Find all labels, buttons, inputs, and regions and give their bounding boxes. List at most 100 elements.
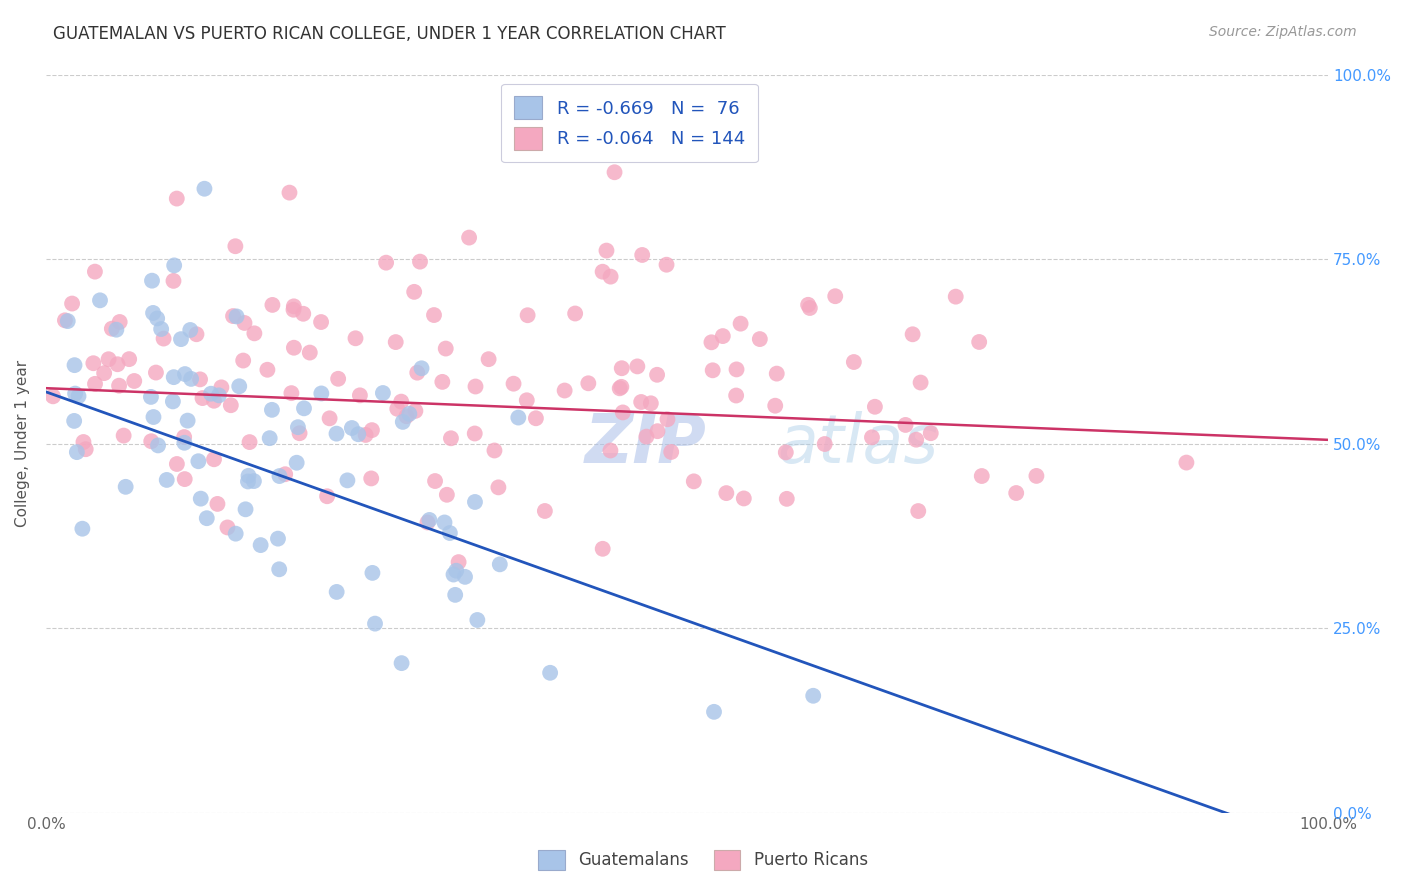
Point xyxy=(488,558,510,572)
Text: atlas: atlas xyxy=(776,410,938,476)
Point xyxy=(716,486,738,500)
Point xyxy=(612,405,634,419)
Point xyxy=(72,522,94,536)
Point xyxy=(360,471,382,485)
Point xyxy=(292,307,315,321)
Point xyxy=(63,358,86,372)
Point xyxy=(191,391,214,405)
Point xyxy=(409,254,432,268)
Point xyxy=(444,564,467,578)
Point xyxy=(824,289,846,303)
Point xyxy=(486,480,509,494)
Point xyxy=(647,424,669,438)
Point xyxy=(298,345,321,359)
Point xyxy=(554,384,576,398)
Point xyxy=(1175,456,1198,470)
Point xyxy=(423,308,446,322)
Point xyxy=(166,192,188,206)
Point xyxy=(464,379,486,393)
Point xyxy=(114,480,136,494)
Point xyxy=(592,541,614,556)
Point xyxy=(139,390,162,404)
Point xyxy=(193,182,215,196)
Point xyxy=(576,376,599,391)
Point xyxy=(599,269,621,284)
Point xyxy=(967,334,990,349)
Point xyxy=(516,393,538,408)
Point xyxy=(347,427,370,442)
Point xyxy=(228,379,250,393)
Point xyxy=(603,165,626,179)
Point xyxy=(478,352,501,367)
Point xyxy=(176,414,198,428)
Point xyxy=(207,497,229,511)
Point xyxy=(799,301,821,315)
Point xyxy=(340,421,363,435)
Point xyxy=(173,430,195,444)
Point xyxy=(236,475,259,489)
Point xyxy=(801,689,824,703)
Point xyxy=(863,400,886,414)
Point xyxy=(89,293,111,308)
Point xyxy=(538,665,561,680)
Point xyxy=(524,411,547,425)
Point xyxy=(364,616,387,631)
Text: Source: ZipAtlas.com: Source: ZipAtlas.com xyxy=(1209,25,1357,39)
Point xyxy=(860,430,883,444)
Point xyxy=(238,435,260,450)
Point xyxy=(630,395,652,409)
Point xyxy=(733,491,755,506)
Point xyxy=(411,361,433,376)
Point xyxy=(163,370,186,384)
Point xyxy=(292,401,315,416)
Point xyxy=(894,417,917,432)
Point xyxy=(631,248,654,262)
Point xyxy=(325,426,347,441)
Point xyxy=(387,401,409,416)
Point xyxy=(186,327,208,342)
Point xyxy=(610,361,633,376)
Point xyxy=(269,562,291,576)
Point xyxy=(945,290,967,304)
Point xyxy=(711,329,734,343)
Point xyxy=(180,372,202,386)
Point xyxy=(398,407,420,421)
Point xyxy=(309,315,332,329)
Point xyxy=(907,504,929,518)
Point xyxy=(141,274,163,288)
Point xyxy=(190,491,212,506)
Point xyxy=(765,367,787,381)
Point xyxy=(156,473,179,487)
Point xyxy=(423,474,446,488)
Point xyxy=(67,389,90,403)
Point xyxy=(610,380,633,394)
Point xyxy=(269,469,291,483)
Point xyxy=(219,398,242,412)
Legend: R = -0.669   N =  76, R = -0.064   N = 144: R = -0.669 N = 76, R = -0.064 N = 144 xyxy=(501,84,758,162)
Point xyxy=(142,306,165,320)
Point xyxy=(458,230,481,244)
Point xyxy=(391,415,413,429)
Point xyxy=(235,502,257,516)
Point xyxy=(534,504,557,518)
Point xyxy=(267,532,290,546)
Point xyxy=(225,310,247,324)
Point xyxy=(56,314,79,328)
Point xyxy=(361,566,384,580)
Point xyxy=(152,332,174,346)
Point xyxy=(256,363,278,377)
Point xyxy=(283,299,305,313)
Point xyxy=(814,437,837,451)
Point xyxy=(404,285,426,299)
Point xyxy=(418,513,440,527)
Point xyxy=(464,426,486,441)
Point xyxy=(209,380,232,394)
Point xyxy=(82,356,104,370)
Point xyxy=(101,321,124,335)
Point xyxy=(259,431,281,445)
Point xyxy=(609,381,631,395)
Text: GUATEMALAN VS PUERTO RICAN COLLEGE, UNDER 1 YEAR CORRELATION CHART: GUATEMALAN VS PUERTO RICAN COLLEGE, UNDE… xyxy=(53,25,725,43)
Point xyxy=(84,376,107,391)
Point xyxy=(249,538,271,552)
Point xyxy=(202,452,225,467)
